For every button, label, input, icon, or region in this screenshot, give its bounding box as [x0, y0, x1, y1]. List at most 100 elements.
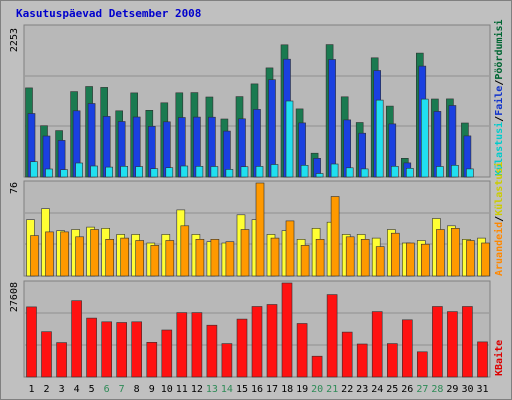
bar-middle-series2-day11: [180, 225, 190, 277]
bar-top-series3-day30: [466, 168, 474, 178]
x-tick-label-day24: 24: [371, 384, 383, 395]
bar-middle-series2-day17: [270, 237, 280, 277]
x-tick-label-day8: 8: [134, 384, 140, 395]
x-tick-label-day17: 17: [266, 384, 278, 395]
bar-middle-series2-day20: [315, 239, 325, 277]
legend-kbytes: KBaite: [493, 340, 505, 376]
bar-bottom-series1-day31: [477, 341, 488, 378]
bar-top-series3-day2: [45, 168, 53, 178]
bar-middle-series2-day15: [240, 229, 250, 277]
bar-middle-series2-day25: [390, 232, 400, 277]
bar-middle-series2-day24: [375, 246, 385, 277]
bar-top-series3-day18: [285, 100, 294, 178]
bar-top-series3-day13: [210, 166, 219, 178]
bar-middle-series2-day14: [225, 241, 235, 277]
bar-bottom-series1-day26: [401, 319, 413, 378]
x-tick-label-day3: 3: [59, 384, 65, 395]
bar-bottom-series1-day8: [131, 321, 142, 378]
bar-bottom-series1-day30: [462, 306, 473, 378]
bar-top-series3-day20: [315, 173, 324, 178]
bar-middle-series2-day7: [120, 237, 129, 277]
bar-middle-series2-day31: [481, 242, 490, 277]
x-tick-label-day9: 9: [149, 384, 155, 395]
bar-middle-series2-day9: [150, 245, 160, 277]
bar-middle-series2-day2: [45, 231, 54, 277]
bar-bottom-series1-day13: [206, 324, 218, 378]
bar-middle-series2-day3: [60, 231, 69, 277]
x-tick-label-day21: 21: [326, 384, 338, 395]
bar-middle-series2-day13: [210, 239, 220, 277]
x-tick-label-day27: 27: [416, 384, 428, 395]
panel-middle-ymax-label: 76: [9, 182, 20, 194]
bar-bottom-series1-day9: [146, 341, 158, 378]
legend-separator: /: [494, 216, 505, 222]
bar-bottom-series1-day23: [356, 343, 368, 378]
bar-middle-series2-day8: [135, 240, 144, 277]
legend-separator: /: [494, 116, 505, 122]
bar-top-series3-day27: [420, 98, 429, 178]
bar-top-series3-day25: [390, 166, 399, 178]
bar-middle-series2-day22: [345, 236, 355, 277]
bar-middle-series2-day5: [90, 229, 99, 277]
x-tick-label-day7: 7: [119, 384, 125, 395]
x-tick-label-day1: 1: [28, 384, 34, 395]
panel-middle-series-legend: Aruandeid/Külastusi: [493, 162, 505, 276]
x-tick-label-day29: 29: [446, 384, 458, 395]
x-tick-label-day5: 5: [89, 384, 95, 395]
bar-top-series3-day16: [255, 166, 264, 178]
x-tick-label-day11: 11: [176, 384, 188, 395]
bar-top-series3-day12: [195, 166, 204, 178]
x-tick-label-day13: 13: [206, 384, 218, 395]
bar-bottom-series1-day22: [341, 331, 353, 378]
bar-top-series3-day28: [436, 166, 444, 178]
bar-bottom-series1-day3: [56, 342, 67, 378]
bar-bottom-series1-day18: [281, 282, 293, 378]
bar-bottom-series1-day27: [416, 351, 428, 378]
bar-top-series3-day24: [375, 99, 384, 178]
bar-bottom-series1-day14: [221, 343, 233, 378]
legend-visits: Külastusi: [493, 162, 505, 216]
bar-middle-series2-day28: [436, 229, 445, 277]
bar-middle-series2-day10: [165, 240, 175, 277]
bar-bottom-series1-day29: [447, 311, 458, 378]
bar-bottom-series1-day20: [311, 355, 323, 378]
bar-middle-series2-day1: [30, 235, 39, 277]
bar-bottom-series1-day10: [161, 329, 173, 378]
x-axis-labels: 1 2 3 4 5 6 7 8 9 10 11 12 13 14 15 16 17 18 19 20 21 22 23 24 2…: [28, 384, 488, 395]
bar-top-series3-day11: [180, 165, 189, 178]
bar-middle-series2-day27: [420, 243, 430, 277]
x-tick-label-day18: 18: [281, 384, 293, 395]
bar-bottom-series1-day11: [176, 312, 188, 378]
bar-middle-series2-day6: [105, 239, 114, 277]
bar-top-series2-day21: [328, 59, 336, 178]
x-tick-label-day19: 19: [296, 384, 308, 395]
bar-middle-series2-day26: [405, 242, 415, 277]
bar-bottom-series1-day2: [41, 331, 52, 378]
bar-top-series3-day19: [300, 165, 309, 178]
bar-bottom-series1-day25: [386, 343, 398, 378]
bar-bottom-series1-day15: [236, 318, 248, 378]
x-tick-label-day2: 2: [43, 384, 49, 395]
legend-files: Faile: [493, 86, 505, 116]
bar-top-series3-day9: [150, 168, 159, 178]
bar-bottom-series1-day19: [296, 323, 308, 378]
bar-top-series3-day14: [225, 169, 234, 178]
x-tick-label-day23: 23: [356, 384, 368, 395]
bar-bottom-series1-day24: [371, 311, 383, 378]
bar-bottom-series1-day21: [326, 294, 338, 378]
bar-top-series3-day22: [345, 167, 354, 178]
bar-top-series3-day15: [240, 166, 249, 178]
panel-top-series-legend: Külastusi/Faile/Pöördumisi: [493, 19, 505, 176]
x-tick-label-day22: 22: [341, 384, 353, 395]
bar-bottom-series1-day5: [86, 317, 97, 378]
bar-middle-series2-day21: [330, 196, 340, 277]
bar-middle-series2-day19: [300, 245, 310, 277]
panel-bottom-series-legend: KBaite: [493, 340, 505, 376]
bar-top-series3-day23: [360, 168, 369, 178]
x-tick-label-day30: 30: [461, 384, 473, 395]
x-tick-label-day25: 25: [386, 384, 398, 395]
bar-top-series3-day3: [60, 169, 68, 178]
x-tick-label-day14: 14: [221, 384, 233, 395]
bar-top-series3-day4: [75, 162, 83, 178]
legend-reports: Aruandeid: [493, 222, 505, 276]
